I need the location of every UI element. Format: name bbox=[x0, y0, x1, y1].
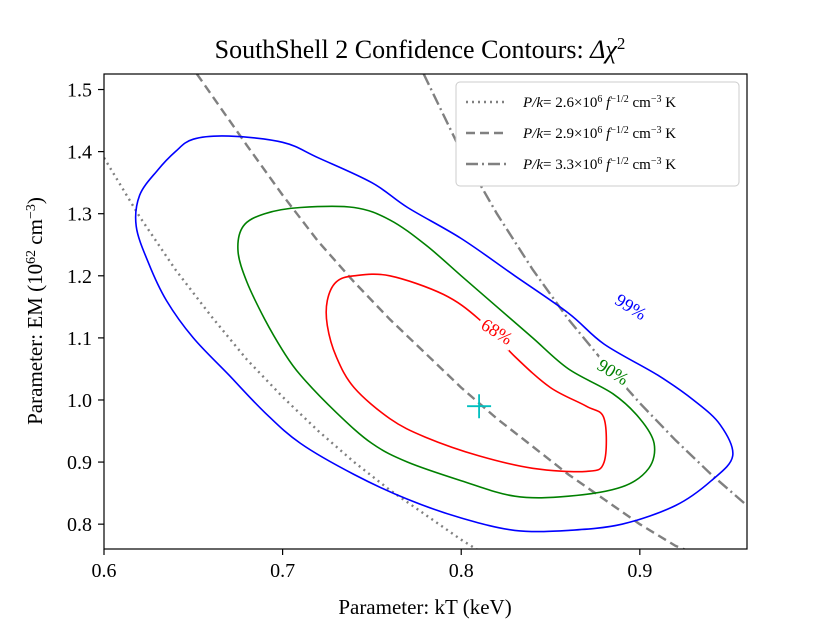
contour-99-label-bg bbox=[608, 286, 655, 326]
y-axis-label: Parameter: EM (1062 cm−3) bbox=[23, 197, 47, 425]
y-axis-label-sup: 62 bbox=[24, 250, 39, 264]
x-tick-label: 0.7 bbox=[270, 560, 295, 582]
pressure-line-2 bbox=[195, 74, 687, 549]
best-fit-marker bbox=[467, 394, 492, 419]
y-tick-label: 1.4 bbox=[67, 142, 92, 164]
legend: P/k= 2.6×106 f−1/2 cm−3 K P/k= 2.9×106 f−… bbox=[455, 81, 740, 187]
contour-99 bbox=[134, 135, 734, 533]
y-tick-label: 1.5 bbox=[67, 80, 92, 102]
chart-title-sup: 2 bbox=[617, 34, 626, 53]
x-tick-label: 0.8 bbox=[449, 560, 474, 582]
chart-title: SouthShell 2 Confidence Contours: Δχ2 bbox=[215, 34, 626, 65]
contour-68-label-bg bbox=[474, 310, 521, 351]
contour-90 bbox=[237, 205, 656, 499]
x-axis-label: Parameter: kT (keV) bbox=[338, 595, 511, 619]
y-axis-label-end: ) bbox=[23, 197, 47, 204]
pressure-line-3 bbox=[422, 74, 747, 507]
chart-title-main: SouthShell 2 Confidence Contours: bbox=[215, 35, 591, 64]
axes-frame bbox=[103, 73, 748, 550]
legend-label-2: P/k= 2.9×106 f−1/2 cm−3 K bbox=[522, 125, 676, 143]
y-axis-label-main: Parameter: EM (10 bbox=[23, 264, 47, 425]
legend-label-1: P/k= 2.6×106 f−1/2 cm−3 K bbox=[522, 94, 676, 112]
ticks-layer: 0.6 0.7 0.8 0.9 0.8 0.9 1.0 1.1 1.2 1.3 1.4 1.5 bbox=[67, 80, 652, 582]
y-tick-label: 1.2 bbox=[67, 266, 92, 288]
y-axis-label-rest: cm bbox=[23, 219, 47, 250]
chart-title-symbol: Δχ bbox=[589, 35, 617, 64]
contour-68 bbox=[325, 273, 608, 473]
y-tick-label: 0.9 bbox=[67, 452, 92, 474]
plot-area: 68%90%99% bbox=[104, 74, 747, 549]
y-axis-label-sup2: −3 bbox=[24, 204, 39, 219]
x-tick-label: 0.9 bbox=[627, 560, 652, 582]
marks-layer bbox=[467, 394, 492, 419]
y-tick-label: 0.8 bbox=[67, 514, 92, 536]
x-tick-label: 0.6 bbox=[92, 560, 117, 582]
legend-box bbox=[455, 81, 740, 187]
y-tick-label: 1.1 bbox=[67, 328, 92, 350]
legend-entries: P/k= 2.6×106 f−1/2 cm−3 K P/k= 2.9×106 f−… bbox=[466, 94, 676, 174]
pressure-line-1 bbox=[104, 157, 479, 549]
legend-label-3: P/k= 3.3×106 f−1/2 cm−3 K bbox=[522, 156, 676, 174]
y-tick-label: 1.0 bbox=[67, 390, 92, 412]
contour-90-label-bg bbox=[590, 351, 637, 392]
y-tick-label: 1.3 bbox=[67, 204, 92, 226]
